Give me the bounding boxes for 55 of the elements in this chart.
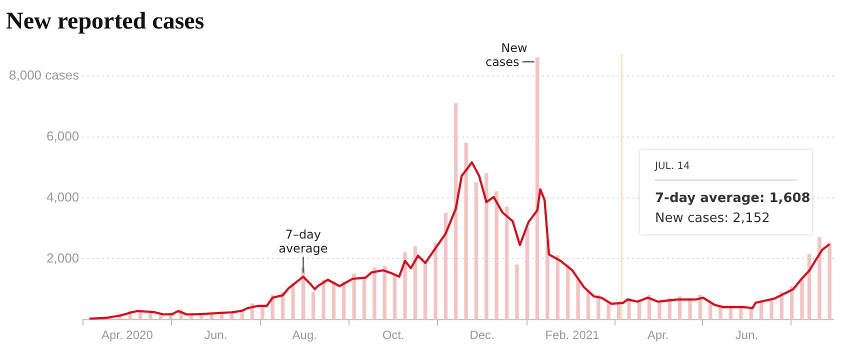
x-tick-label: Oct. — [382, 328, 404, 342]
x-tick-label: Aug. — [292, 328, 317, 342]
bar — [807, 254, 812, 320]
x-tick-label: Feb. 2021 — [545, 328, 600, 342]
bar — [362, 276, 366, 320]
bar — [444, 212, 448, 320]
bar — [546, 240, 550, 320]
annotation: New cases: 2,152 — [655, 211, 770, 226]
bar — [484, 173, 488, 320]
x-tick-label: Apr. 2020 — [102, 328, 154, 342]
bar — [474, 182, 478, 320]
bar — [535, 58, 540, 320]
x-tick-label: Jun. — [204, 328, 228, 342]
bar — [504, 206, 509, 320]
bar — [494, 191, 498, 320]
bar — [413, 246, 417, 320]
annotation: JUL. 14 — [654, 161, 690, 172]
bar — [658, 301, 662, 320]
bar — [749, 308, 753, 320]
y-tick-label: 4,000 — [46, 189, 80, 204]
bar — [828, 243, 832, 320]
bar — [525, 228, 529, 320]
annotation: New cases — [485, 40, 528, 69]
y-tick-label: 6,000 — [46, 128, 80, 144]
bar — [291, 282, 295, 320]
bar — [312, 292, 316, 320]
x-tick-label: Jun. — [735, 328, 758, 342]
chart-title: New reported cases — [6, 8, 204, 35]
bar — [434, 243, 438, 320]
annotation: 7–day average — [278, 228, 328, 256]
annotation: 7-day average: 1,608 — [655, 191, 810, 206]
bar — [515, 264, 519, 320]
bar — [342, 281, 346, 320]
bar — [616, 304, 621, 320]
y-tick-label: 2,000 — [46, 250, 80, 266]
bar — [800, 280, 804, 320]
bar — [464, 142, 468, 320]
bar — [454, 103, 458, 320]
x-tick-label: Apr. — [647, 328, 669, 342]
bar — [332, 282, 336, 320]
bar — [372, 268, 376, 320]
bar — [382, 266, 386, 320]
x-tick-label: Dec. — [470, 328, 494, 342]
bar — [566, 264, 570, 320]
bar — [556, 255, 560, 320]
y-tick-label: 8,000 cases — [8, 68, 80, 83]
bar — [818, 237, 822, 320]
bar — [352, 274, 356, 320]
bar — [322, 280, 326, 320]
bar — [708, 302, 712, 320]
bar — [403, 252, 407, 320]
bar — [392, 274, 397, 320]
bar — [424, 261, 428, 320]
bar — [576, 280, 580, 320]
bar — [586, 292, 590, 320]
